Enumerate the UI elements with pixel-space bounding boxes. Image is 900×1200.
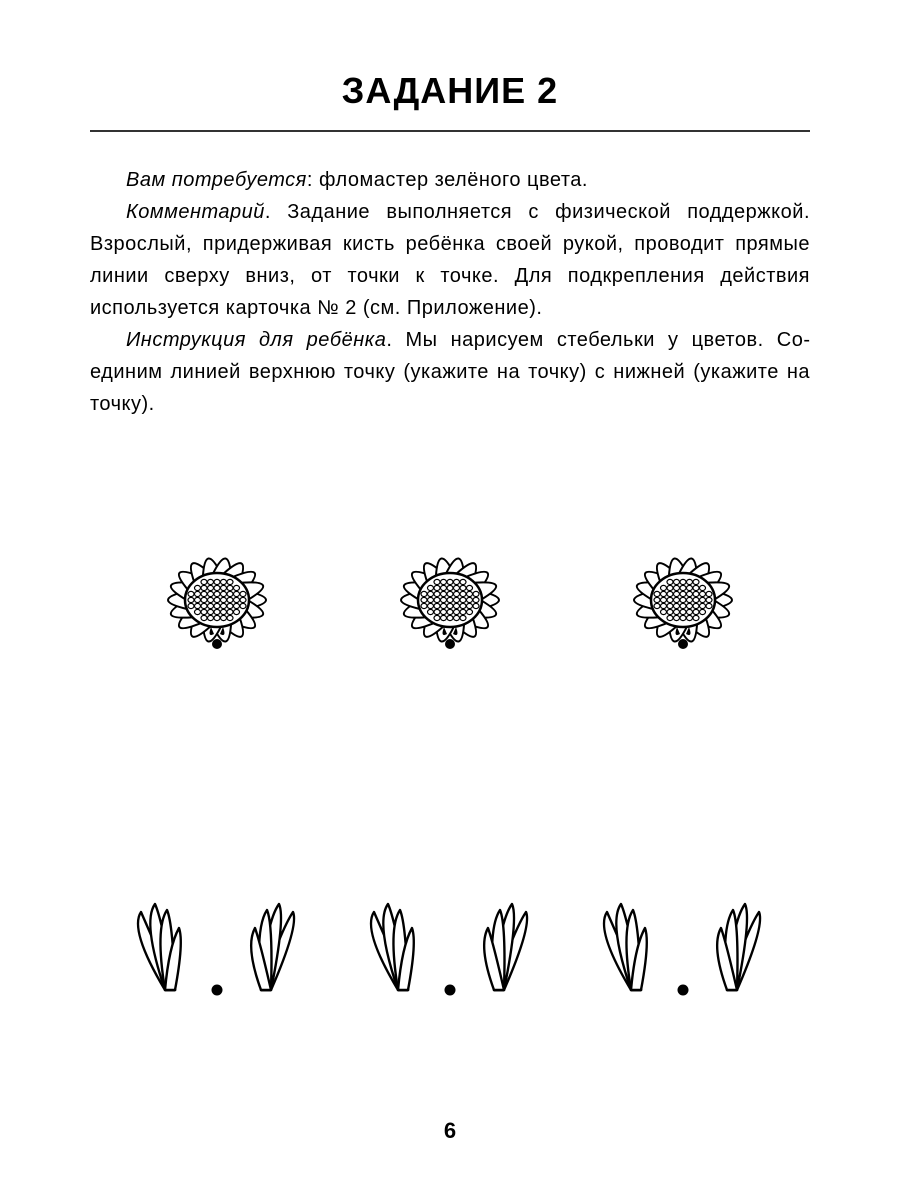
comment-paragraph: Комментарий. Задание выполняется с физич…	[90, 196, 810, 324]
materials-text: : фломастер зелёного цвета.	[307, 169, 588, 191]
materials-paragraph: Вам потребуется: фломастер зелёного цвет…	[90, 164, 810, 196]
grass-icon	[583, 890, 783, 1000]
instruction-paragraph: Инструкция для ребёнка. Мы нарисуем стеб…	[90, 324, 810, 420]
flower-icon	[603, 530, 763, 690]
exercise-area	[90, 530, 810, 1000]
flower-icon	[137, 530, 297, 690]
instruction-label: Инструкция для ребёнка	[126, 329, 386, 351]
grass-icon	[117, 890, 317, 1000]
flower-row	[100, 530, 800, 690]
materials-label: Вам потребуется	[126, 169, 307, 191]
grass-row	[100, 890, 800, 1000]
comment-label: Комментарий	[126, 201, 265, 223]
body-text: Вам потребуется: фломастер зелёного цвет…	[90, 164, 810, 420]
page-title: ЗАДАНИЕ 2	[90, 70, 810, 112]
page-number: 6	[0, 1118, 900, 1144]
flower-icon	[370, 530, 530, 690]
grass-icon	[350, 890, 550, 1000]
title-rule	[90, 130, 810, 132]
